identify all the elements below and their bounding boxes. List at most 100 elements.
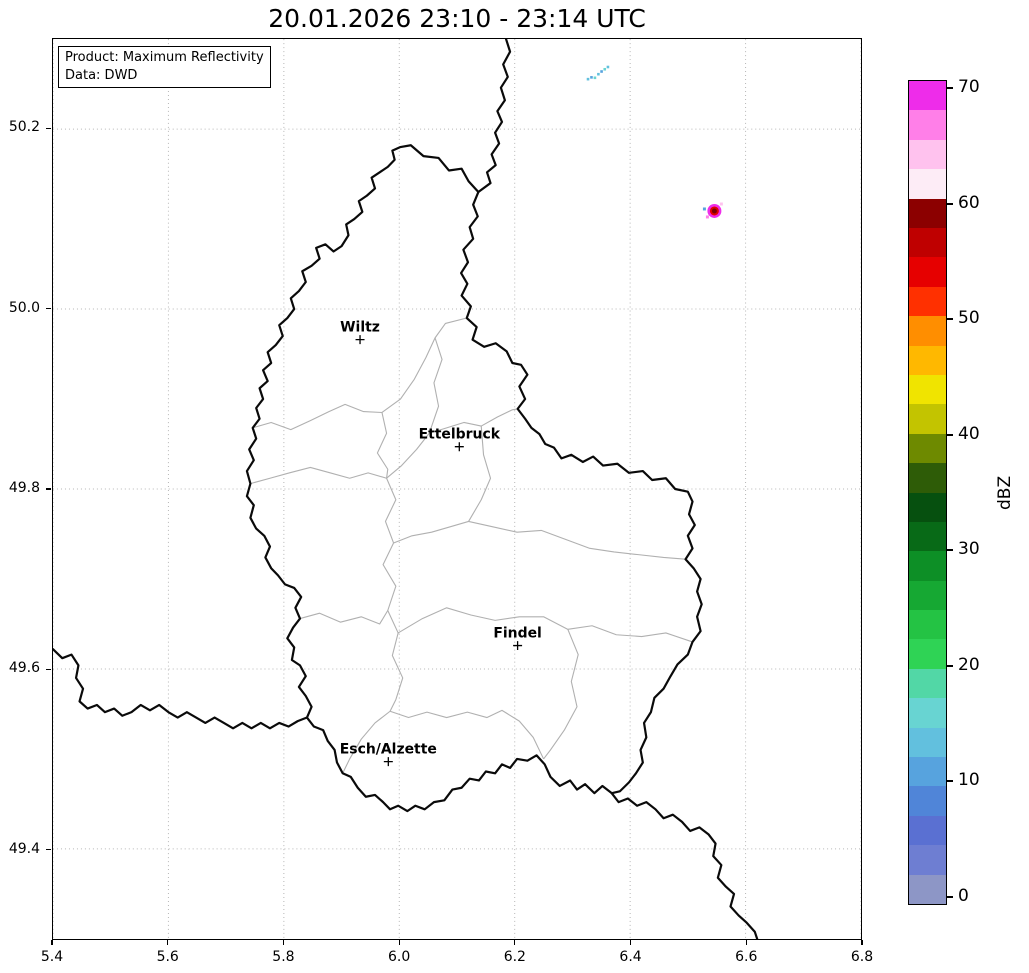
radar-echo-pixel: [719, 202, 723, 206]
radar-echo-streak: [586, 77, 590, 81]
colorbar-tick: [947, 433, 953, 436]
map-svg: Wiltz Ettelbruck Findel Esch/Alzette: [53, 39, 861, 939]
colorbar-segment: [909, 316, 946, 346]
colorbar-segment: [909, 404, 946, 434]
radar-echo-streak: [606, 65, 610, 69]
x-tick-label: 6.0: [388, 949, 411, 965]
colorbar-segment: [909, 139, 946, 170]
colorbar-segment: [909, 874, 946, 904]
colorbar-tick: [947, 664, 953, 667]
colorbar-segment: [909, 463, 946, 493]
x-tick-label: 6.6: [735, 949, 758, 965]
radar-echo-cell: [711, 208, 717, 214]
colorbar-tick: [947, 549, 953, 552]
y-axis-tick: [46, 849, 51, 851]
data-source-line: Data: DWD: [65, 67, 138, 83]
city-marker: [513, 641, 523, 651]
colorbar-tick-label: 10: [958, 770, 980, 791]
canton-border-line: [386, 432, 430, 479]
y-tick-label: 49.8: [8, 480, 40, 496]
product-info-line: Product: Maximum Reflectivity: [65, 50, 264, 65]
radar-echo-streak: [597, 72, 600, 76]
colorbar-tick-label: 30: [958, 539, 980, 560]
colorbar-segment: [909, 492, 946, 522]
neighbor-country-border: [53, 648, 309, 730]
y-axis-tick: [46, 308, 51, 310]
colorbar-segment: [909, 374, 946, 405]
colorbar: [908, 80, 947, 905]
y-tick-label: 50.0: [8, 299, 40, 316]
city-marker: [383, 757, 393, 767]
y-tick-label: 49.4: [8, 840, 40, 857]
colorbar-segment: [909, 727, 946, 758]
colorbar-segment: [909, 433, 946, 464]
map-plot-area: Wiltz Ettelbruck Findel Esch/Alzette Produc…: [52, 38, 862, 940]
colorbar-segment: [909, 580, 946, 611]
city-label: Wiltz: [340, 320, 380, 336]
colorbar-segment: [909, 668, 946, 699]
canton-border-line: [428, 337, 443, 434]
colorbar-segment: [909, 845, 946, 875]
colorbar-segment: [909, 757, 946, 787]
colorbar-tick: [947, 318, 953, 321]
colorbar-segment: [909, 639, 946, 669]
colorbar-segment: [909, 521, 946, 552]
colorbar-segment: [909, 551, 946, 581]
canton-border-line: [342, 710, 391, 774]
canton-border-line: [299, 610, 389, 625]
canton-border-line: [543, 629, 579, 760]
y-axis-tick: [46, 127, 51, 129]
x-tick-label: 5.8: [272, 949, 295, 965]
colorbar-segment: [909, 286, 946, 317]
city-label: Ettelbruck: [419, 427, 501, 443]
colorbar-segment: [909, 345, 946, 375]
x-tick-label: 5.6: [156, 949, 179, 965]
canton-border-line: [389, 709, 545, 760]
colorbar-segment: [909, 81, 946, 111]
x-axis-tick: [51, 940, 53, 945]
x-tick-label: 6.2: [503, 949, 526, 965]
colorbar-tick: [947, 87, 953, 90]
x-axis-tick: [861, 940, 863, 945]
x-tick-label: 6.8: [850, 949, 874, 965]
colorbar-tick-label: 60: [958, 192, 980, 213]
canton-border-line: [468, 426, 492, 522]
colorbar-segment: [909, 698, 946, 728]
canton-border-line: [250, 466, 387, 485]
canton-border-line: [393, 520, 469, 544]
colorbar-tick-label: 20: [958, 654, 980, 675]
neighbor-country-border: [477, 39, 512, 194]
canton-border-line: [468, 520, 686, 560]
x-tick-label: 6.4: [619, 949, 642, 965]
colorbar-tick: [947, 202, 953, 205]
colorbar-tick-label: 70: [958, 77, 980, 98]
colorbar-tick-label: 0: [958, 885, 969, 906]
colorbar-tick: [947, 895, 953, 898]
colorbar-segment: [909, 228, 946, 258]
neighbor-country-border: [610, 792, 759, 939]
radar-echo-streak: [590, 76, 593, 79]
x-axis-tick: [167, 940, 169, 945]
y-tick-label: 49.6: [8, 660, 40, 677]
city-label: Esch/Alzette: [340, 742, 437, 758]
city-marker: [454, 442, 464, 452]
radar-echo-pixel: [702, 207, 706, 211]
x-axis-tick: [745, 940, 747, 945]
y-axis-tick: [46, 488, 51, 490]
colorbar-segment: [909, 815, 946, 846]
radar-echo-streak: [603, 67, 607, 71]
x-axis-tick: [398, 940, 400, 945]
canton-border-line: [376, 412, 389, 479]
x-tick-label: 5.4: [40, 949, 64, 965]
city-marker: [355, 335, 365, 345]
x-axis-tick: [282, 940, 285, 945]
radar-echo-pixel: [705, 215, 709, 219]
colorbar-segment: [909, 198, 946, 229]
colorbar-segment: [909, 169, 946, 199]
city-label: Findel: [493, 626, 541, 642]
canton-border-line: [252, 317, 467, 431]
colorbar-segment: [909, 610, 946, 640]
canton-border-line: [397, 607, 693, 643]
y-tick-label: 50.2: [8, 119, 40, 136]
